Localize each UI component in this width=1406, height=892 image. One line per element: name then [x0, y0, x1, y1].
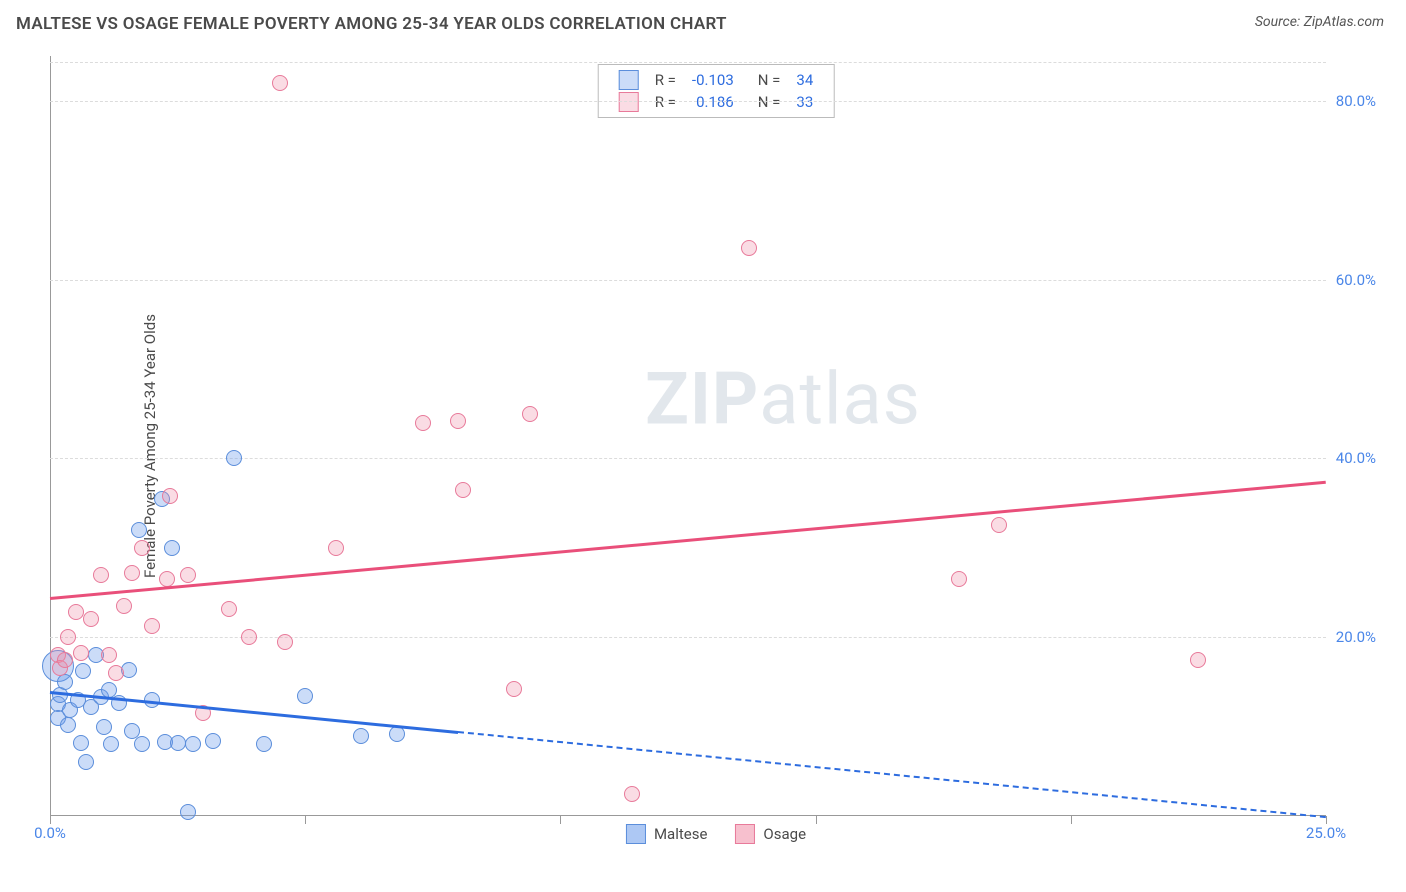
scatter-point: [277, 634, 293, 650]
scatter-point: [170, 735, 186, 751]
scatter-point: [159, 571, 175, 587]
y-tick-label: 40.0%: [1336, 449, 1376, 467]
n-label: N =: [742, 91, 789, 113]
x-tick-label: 25.0%: [1306, 824, 1346, 842]
scatter-point: [205, 733, 221, 749]
scatter-point: [185, 736, 201, 752]
chart-title: MALTESE VS OSAGE FEMALE POVERTY AMONG 25…: [16, 14, 727, 34]
scatter-point: [450, 413, 466, 429]
scatter-point: [951, 571, 967, 587]
x-tick: [560, 816, 561, 824]
scatter-point: [353, 728, 369, 744]
scatter-point: [221, 601, 237, 617]
scatter-point: [78, 754, 94, 770]
scatter-point: [241, 629, 257, 645]
trend-line: [50, 481, 1326, 600]
series-legend: Maltese Osage: [626, 824, 806, 844]
scatter-point: [131, 522, 147, 538]
series-legend-item: Maltese: [626, 824, 707, 844]
scatter-point: [108, 665, 124, 681]
scatter-point: [272, 75, 288, 91]
scatter-point: [144, 618, 160, 634]
scatter-point: [60, 629, 76, 645]
x-tick-label: 0.0%: [34, 824, 66, 842]
scatter-point: [226, 450, 242, 466]
x-tick: [816, 816, 817, 824]
scatter-point: [180, 567, 196, 583]
scatter-point: [297, 688, 313, 704]
r-label: R =: [647, 69, 684, 91]
scatter-point: [741, 240, 757, 256]
series-legend-item: Osage: [735, 824, 806, 844]
y-tick-label: 60.0%: [1336, 271, 1376, 289]
scatter-point: [103, 736, 119, 752]
source-label: Source: ZipAtlas.com: [1255, 14, 1384, 30]
scatter-point: [415, 415, 431, 431]
scatter-point: [1190, 652, 1206, 668]
scatter-point: [101, 647, 117, 663]
gridline: [50, 62, 1326, 63]
watermark: ZIPatlas: [645, 357, 921, 442]
scatter-point: [73, 735, 89, 751]
stats-legend: R =-0.103N =34R =0.186N =33: [598, 64, 835, 118]
stats-legend-row: R =0.186N =33: [611, 91, 822, 113]
scatter-point: [60, 717, 76, 733]
scatter-point: [75, 663, 91, 679]
r-label: R =: [647, 91, 684, 113]
gridline: [50, 280, 1326, 281]
r-value: -0.103: [684, 69, 742, 91]
x-axis-line: [50, 815, 1326, 816]
scatter-plot: ZIPatlas R =-0.103N =34R =0.186N =33 Mal…: [46, 56, 1386, 836]
scatter-point: [455, 482, 471, 498]
x-tick: [50, 816, 51, 824]
series-legend-label: Maltese: [654, 825, 707, 843]
scatter-point: [164, 540, 180, 556]
scatter-point: [96, 719, 112, 735]
chart-area: Female Poverty Among 25-34 Year Olds ZIP…: [46, 56, 1386, 836]
scatter-point: [328, 540, 344, 556]
scatter-point: [68, 604, 84, 620]
legend-swatch: [619, 70, 639, 90]
scatter-point: [134, 736, 150, 752]
series-legend-label: Osage: [763, 825, 806, 843]
trend-line: [458, 731, 1326, 818]
y-tick-label: 20.0%: [1336, 628, 1376, 646]
scatter-point: [57, 652, 73, 668]
legend-swatch: [735, 824, 755, 844]
n-value: 34: [788, 69, 821, 91]
x-tick: [1326, 816, 1327, 824]
legend-swatch-cell: [611, 91, 647, 113]
scatter-point: [991, 517, 1007, 533]
watermark-atlas: atlas: [759, 357, 921, 442]
scatter-point: [506, 681, 522, 697]
scatter-point: [93, 567, 109, 583]
n-value: 33: [788, 91, 821, 113]
legend-swatch: [619, 92, 639, 112]
watermark-zip: ZIP: [645, 357, 759, 442]
scatter-point: [116, 598, 132, 614]
r-value: 0.186: [684, 91, 742, 113]
scatter-point: [162, 488, 178, 504]
legend-swatch: [626, 824, 646, 844]
scatter-point: [522, 406, 538, 422]
legend-swatch-cell: [611, 69, 647, 91]
stats-legend-row: R =-0.103N =34: [611, 69, 822, 91]
scatter-point: [73, 645, 89, 661]
scatter-point: [624, 786, 640, 802]
n-label: N =: [742, 69, 789, 91]
scatter-point: [83, 611, 99, 627]
x-tick: [305, 816, 306, 824]
scatter-point: [124, 565, 140, 581]
gridline: [50, 101, 1326, 102]
scatter-point: [256, 736, 272, 752]
scatter-point: [180, 804, 196, 820]
y-tick-label: 80.0%: [1336, 92, 1376, 110]
scatter-point: [134, 540, 150, 556]
x-tick: [1071, 816, 1072, 824]
